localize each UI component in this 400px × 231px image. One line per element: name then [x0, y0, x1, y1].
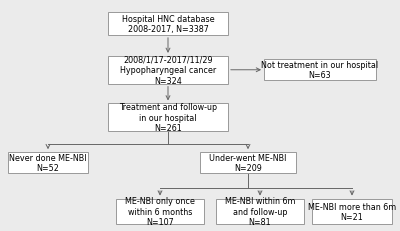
Text: Hospital HNC database
2008-2017, N=3387: Hospital HNC database 2008-2017, N=3387 — [122, 15, 214, 34]
FancyBboxPatch shape — [108, 104, 228, 132]
FancyBboxPatch shape — [116, 199, 204, 224]
FancyBboxPatch shape — [312, 199, 392, 224]
Text: ME-NBI only once
within 6 months
N=107: ME-NBI only once within 6 months N=107 — [125, 197, 195, 226]
FancyBboxPatch shape — [108, 57, 228, 84]
FancyBboxPatch shape — [8, 152, 88, 173]
Text: 2008/1/17-2017/11/29
Hypopharyngeal cancer
N=324: 2008/1/17-2017/11/29 Hypopharyngeal canc… — [120, 56, 216, 85]
Text: Treatment and follow-up
in our hospital
N=261: Treatment and follow-up in our hospital … — [119, 103, 217, 133]
Text: ME-NBI more than 6m
N=21: ME-NBI more than 6m N=21 — [308, 202, 396, 221]
Text: Never done ME-NBI
N=52: Never done ME-NBI N=52 — [9, 153, 87, 173]
FancyBboxPatch shape — [108, 13, 228, 36]
Text: ME-NBI within 6m
and follow-up
N=81: ME-NBI within 6m and follow-up N=81 — [225, 197, 295, 226]
FancyBboxPatch shape — [200, 152, 296, 173]
FancyBboxPatch shape — [216, 199, 304, 224]
FancyBboxPatch shape — [264, 60, 376, 81]
Text: Not treatment in our hospital
N=63: Not treatment in our hospital N=63 — [262, 61, 378, 80]
Text: Under-went ME-NBI
N=209: Under-went ME-NBI N=209 — [209, 153, 287, 173]
